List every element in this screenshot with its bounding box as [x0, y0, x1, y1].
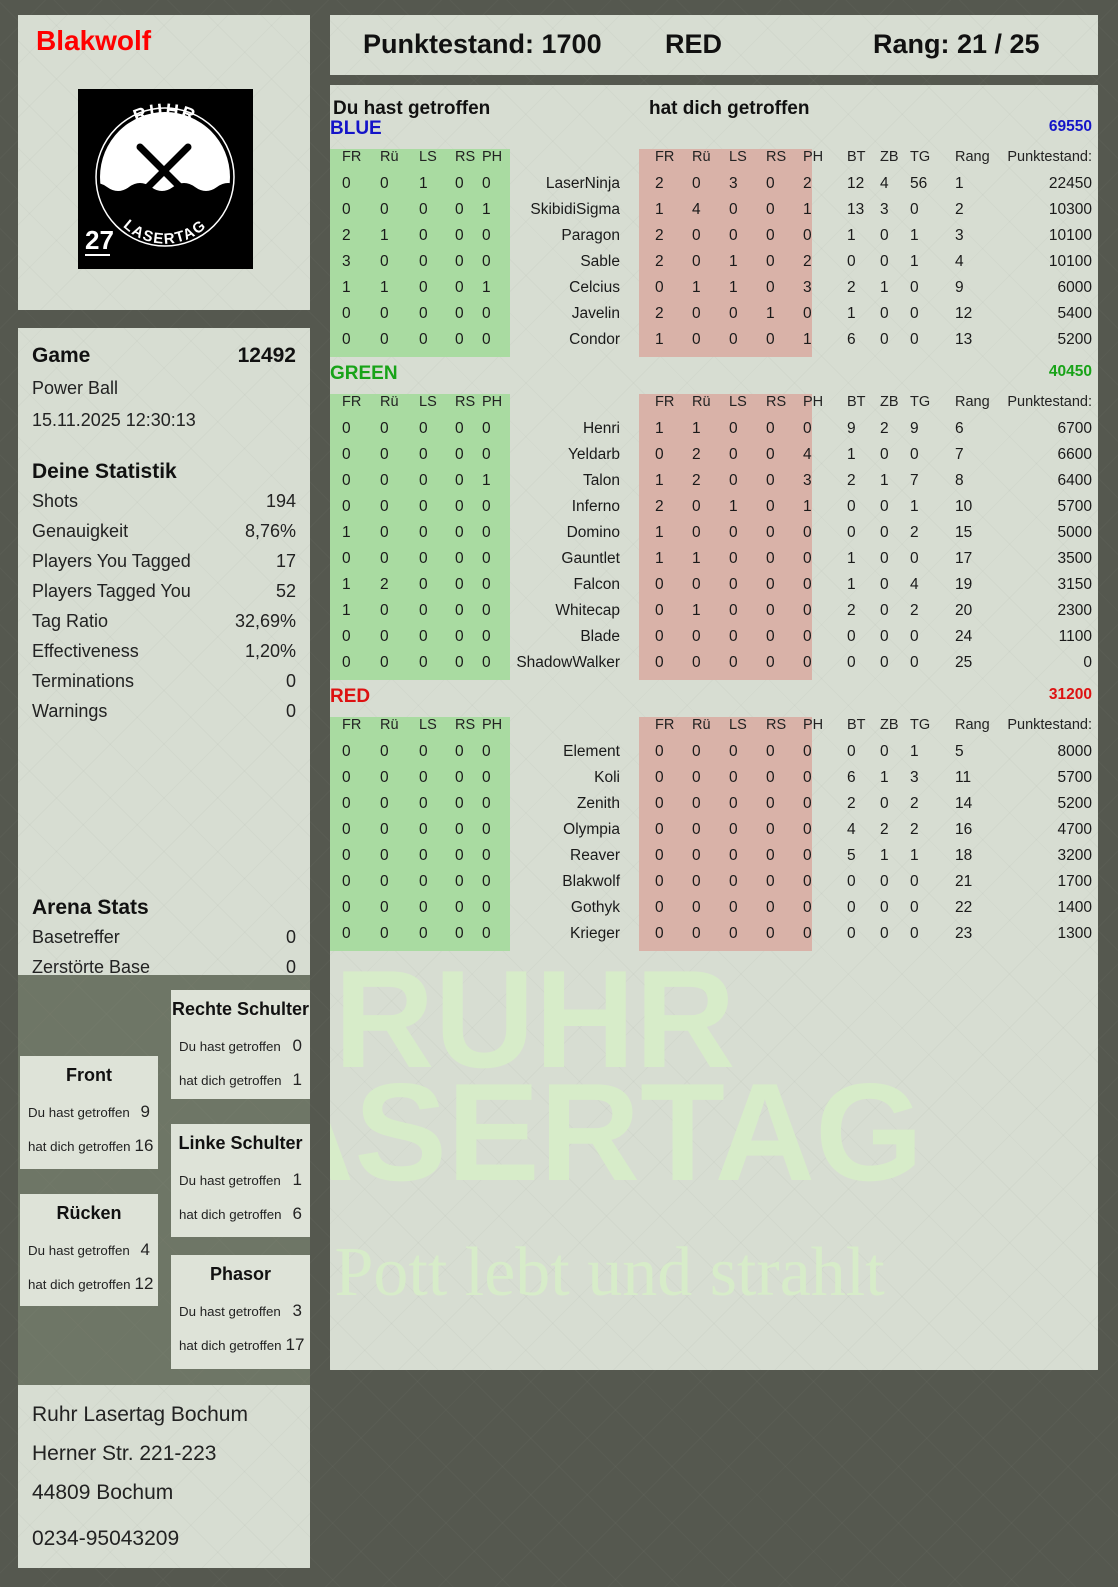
svg-text:27: 27 [85, 225, 114, 255]
